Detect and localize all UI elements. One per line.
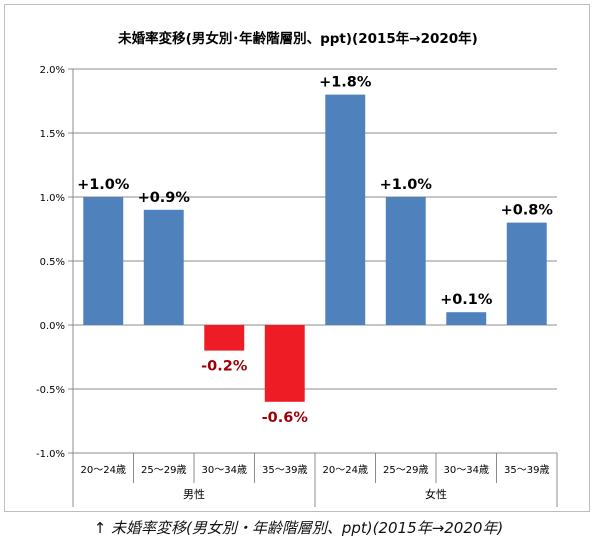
caption-arrow: ↑ [93,519,107,537]
y-axis-ticks: 2.0% 1.5% 1.0% 0.5% 0.0% -0.5% -1.0% [36,65,74,460]
y-tick-label: 2.0% [40,65,65,76]
x-tick-label: 20～24歳 [323,464,368,476]
bar [446,312,487,325]
y-tick-label: 1.0% [40,193,65,204]
x-tick-label: 35～39歳 [504,464,549,476]
data-labels: +1.0% +0.9% -0.2% -0.6% +1.8% +1.0% +0.1% +0.8% [77,75,553,426]
data-label: +1.8% [319,75,372,91]
figure-caption: ↑ 未婚率変移(男女別・年齢階層別、ppt)(2015年→2020年) [0,517,597,538]
bar [506,222,547,325]
x-tick-label: 35～39歳 [262,464,307,476]
bar [204,325,245,351]
x-axis: 20～24歳 25～29歳 30～34歳 35～39歳 20～24歳 25～29歳 30～3… [72,453,558,507]
bars [83,94,547,402]
data-label: +0.1% [440,292,493,308]
data-label: +1.0% [77,177,130,193]
chart-title: 未婚率変移(男女別･年齢階層別、ppt)(2015年→2020年) [118,30,478,47]
data-label: +1.0% [380,177,433,193]
bar [325,94,366,325]
bar [264,325,305,402]
y-tick-label: -1.0% [36,449,65,460]
y-tick-label: 0.0% [40,321,65,332]
y-tick-label: 1.5% [40,129,65,140]
x-group-label: 男性 [183,487,205,501]
data-label: -0.2% [201,359,248,375]
x-tick-label: 20～24歳 [81,464,126,476]
bar [83,197,124,325]
y-tick-label: -0.5% [36,385,65,396]
data-label: -0.6% [262,410,309,426]
data-label: +0.9% [138,190,191,206]
bar [385,197,426,325]
bar [143,209,184,325]
data-label: +0.8% [501,203,554,219]
chart-frame: 未婚率変移(男女別･年齢階層別、ppt)(2015年→2020年) 2.0% 1.… [4,4,590,512]
y-tick-label: 0.5% [40,257,65,268]
x-tick-label: 25～29歳 [141,464,186,476]
caption-text: 未婚率変移(男女別・年齢階層別、ppt)(2015年→2020年) [106,519,504,537]
bar-chart: 未婚率変移(男女別･年齢階層別、ppt)(2015年→2020年) 2.0% 1.… [36,30,558,507]
x-tick-label: 25～29歳 [383,464,428,476]
x-group-label: 女性 [425,487,447,501]
x-tick-label: 30～34歳 [202,464,247,476]
x-tick-label: 30～34歳 [444,464,489,476]
